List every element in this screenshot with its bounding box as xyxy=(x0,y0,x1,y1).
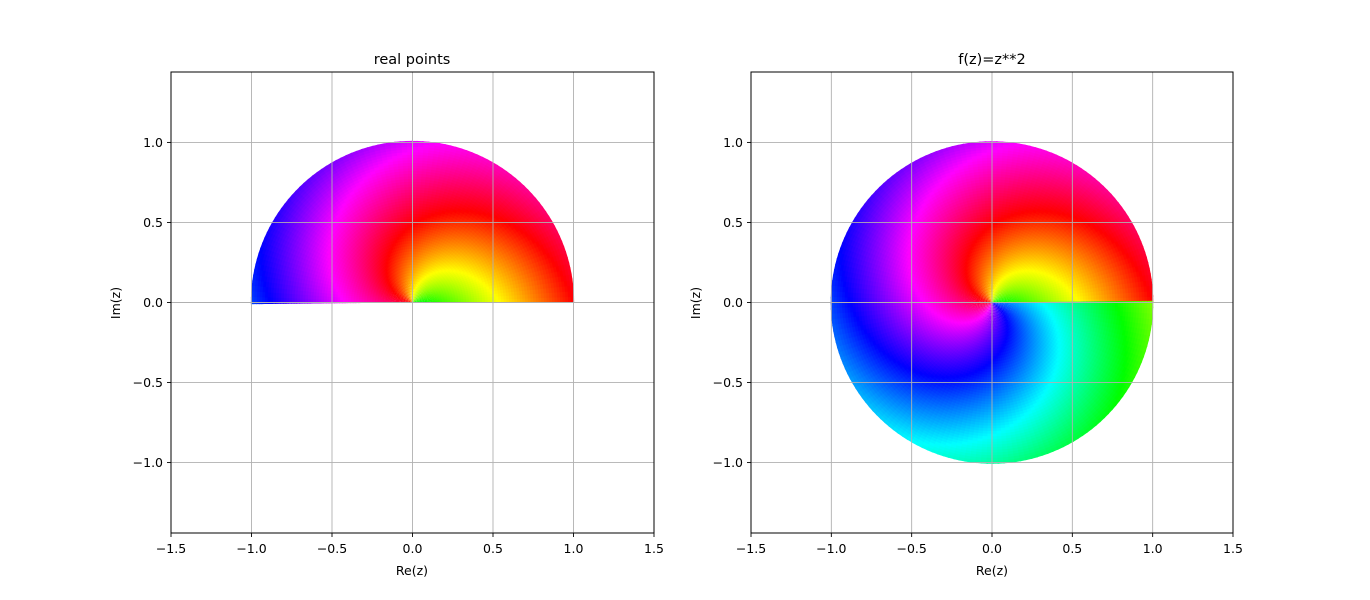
x-tick-label: −0.5 xyxy=(896,541,926,556)
x-tick-label: 1.5 xyxy=(644,541,664,556)
x-tick-label: −1.0 xyxy=(236,541,266,556)
panel-f-z-squared: f(z)=z**2 −1.5 −1.0 −0.5 0.0 0.5 1.0 1.5 −1.0 −0… xyxy=(688,52,1243,578)
panel-real-points: real points −1.5 −1.0 −0.5 0.0 0.5 1.0 1.5 −1.0… xyxy=(108,52,664,578)
plot-area: −1.5 −1.0 −0.5 0.0 0.5 1.0 1.5 −1.0 −0.5 0.0 0.5 1.… xyxy=(713,71,1243,556)
x-tick-label: 1.0 xyxy=(564,541,584,556)
x-tick-label: −1.0 xyxy=(816,541,846,556)
y-axis-label: Im(z) xyxy=(688,287,703,319)
x-tick-label: 1.5 xyxy=(1223,541,1243,556)
panel-title: f(z)=z**2 xyxy=(958,52,1026,68)
x-tick-label: 1.0 xyxy=(1143,541,1163,556)
color-disk xyxy=(250,140,575,305)
y-tick-label: −1.0 xyxy=(133,455,163,470)
panel-title: real points xyxy=(374,52,451,68)
y-tick-label: 1.0 xyxy=(723,135,743,150)
x-axis-label: Re(z) xyxy=(396,563,428,578)
color-disk xyxy=(830,141,1154,464)
y-tick-label: 0.5 xyxy=(723,215,743,230)
x-tick-label: 0.0 xyxy=(403,541,423,556)
plot-area: −1.5 −1.0 −0.5 0.0 0.5 1.0 1.5 −1.0 −0.5 0.0 0.5 1.… xyxy=(133,71,664,556)
x-axis-label: Re(z) xyxy=(976,563,1008,578)
x-tick-label: −1.5 xyxy=(156,541,186,556)
x-tick-label: 0.5 xyxy=(1062,541,1082,556)
y-tick-label: 0.0 xyxy=(143,295,163,310)
y-tick-label: −1.0 xyxy=(713,455,743,470)
x-tick-label: 0.5 xyxy=(483,541,503,556)
x-tick-label: 0.0 xyxy=(982,541,1002,556)
y-tick-label: −0.5 xyxy=(713,375,743,390)
x-tick-label: −1.5 xyxy=(736,541,766,556)
y-tick-label: 0.0 xyxy=(723,295,743,310)
y-tick-label: 1.0 xyxy=(143,135,163,150)
x-tick-label: −0.5 xyxy=(317,541,347,556)
y-tick-label: 0.5 xyxy=(143,215,163,230)
y-axis-label: Im(z) xyxy=(108,287,123,319)
y-tick-label: −0.5 xyxy=(133,375,163,390)
